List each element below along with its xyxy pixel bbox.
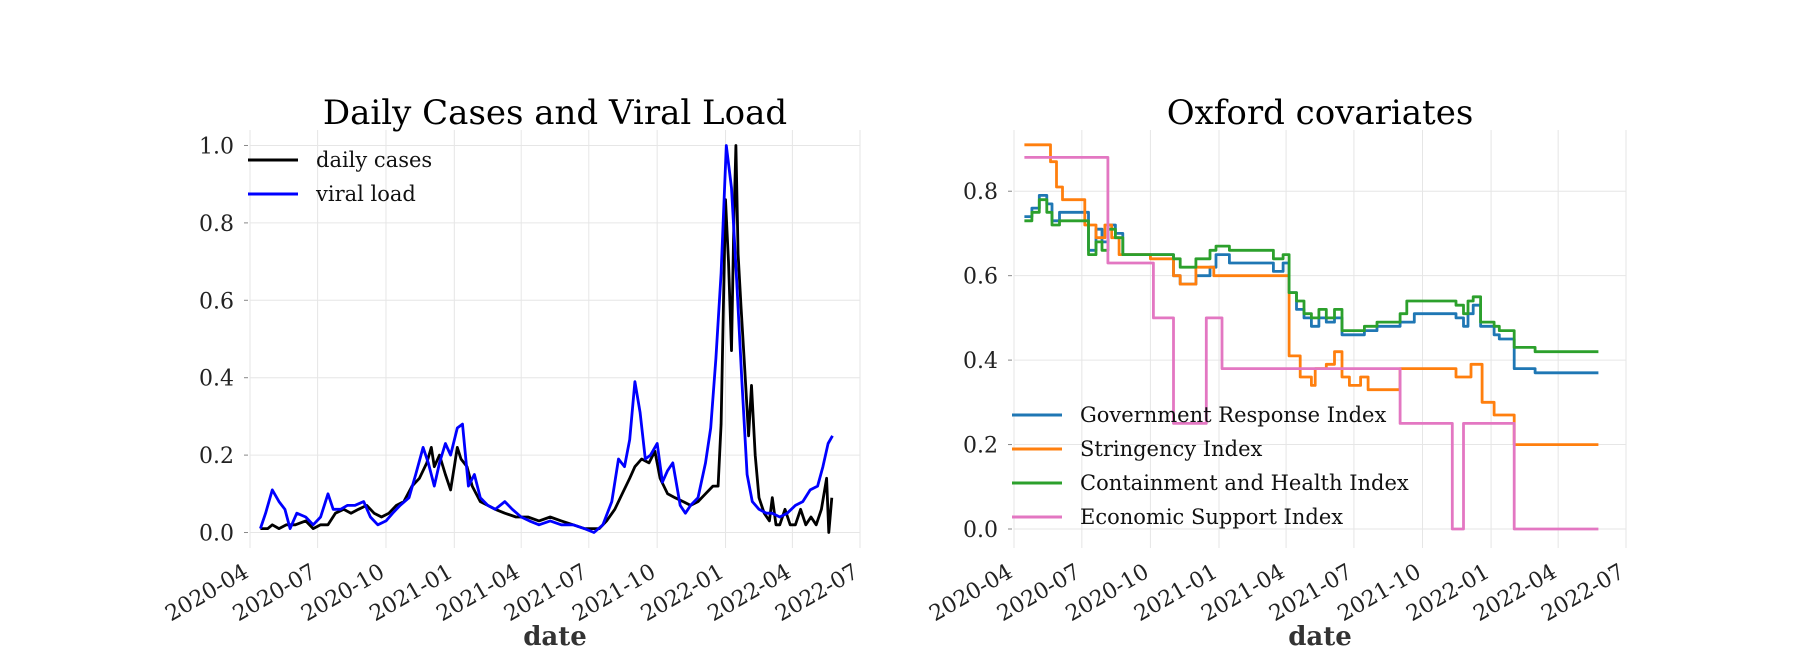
- x-axis-label: date: [1288, 622, 1352, 648]
- series-line-containment-and-health-index: [1024, 198, 1599, 354]
- series-line-stringency-index: [1024, 143, 1599, 446]
- series-line-economic-support-index: [1024, 156, 1599, 531]
- grid-lines: [249, 130, 861, 548]
- y-tick-label: 0.0: [199, 522, 234, 547]
- chart-panel-daily-cases-and-viral-load: 0.00.20.40.60.81.02020-042020-072020-102…: [161, 93, 863, 648]
- y-tick-label: 0.2: [199, 444, 234, 469]
- y-tick-label: 0.8: [199, 212, 234, 237]
- legend-label-daily-cases: daily cases: [316, 148, 432, 172]
- legend-label-economic-support-index: Economic Support Index: [1080, 505, 1343, 529]
- chart-title: Oxford covariates: [1167, 93, 1474, 133]
- chart-title: Daily Cases and Viral Load: [323, 93, 787, 133]
- x-axis-label: date: [523, 622, 587, 648]
- y-tick-label: 0.0: [963, 518, 998, 543]
- chart-panel-oxford-covariates: 0.00.20.40.60.82020-042020-072020-102021…: [925, 93, 1629, 648]
- y-tick-label: 1.0: [199, 134, 234, 159]
- y-tick-label: 0.6: [963, 265, 998, 290]
- legend-label-containment-and-health-index: Containment and Health Index: [1080, 471, 1409, 495]
- series-line-government-response-index: [1024, 194, 1599, 375]
- grid-lines: [1013, 130, 1627, 548]
- legend-label-government-response-index: Government Response Index: [1080, 403, 1386, 427]
- y-tick-label: 0.2: [963, 434, 998, 459]
- legend: daily cases viral load: [248, 148, 432, 206]
- y-tick-label: 0.6: [199, 289, 234, 314]
- y-tick-label: 0.4: [963, 349, 998, 374]
- y-tick-label: 0.8: [963, 180, 998, 205]
- legend-label-stringency-index: Stringency Index: [1080, 437, 1262, 461]
- y-tick-label: 0.4: [199, 367, 234, 392]
- series-line-viral-load: [259, 144, 834, 534]
- legend: Government Response Index Stringency Inde…: [1012, 403, 1409, 529]
- legend-label-viral-load: viral load: [315, 182, 416, 206]
